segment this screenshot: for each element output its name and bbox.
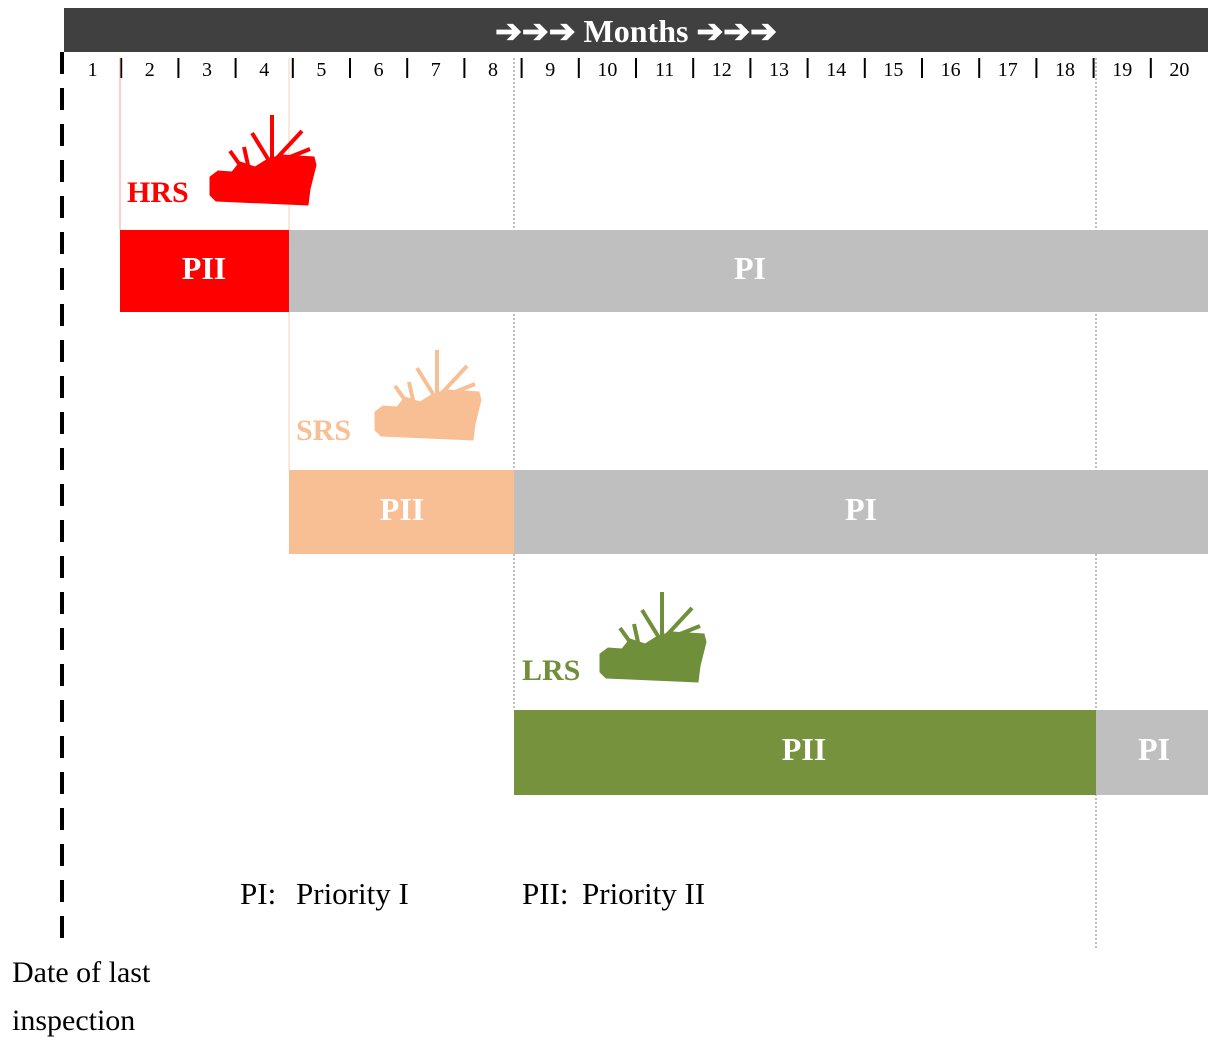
ship-icon bbox=[373, 348, 483, 442]
row-label: HRS bbox=[127, 176, 189, 209]
bar-label: PII bbox=[380, 491, 424, 527]
ship-icon bbox=[598, 590, 708, 684]
month-label: 8 bbox=[488, 59, 498, 81]
month-label: 1 bbox=[88, 59, 98, 81]
bar-label: PI bbox=[845, 491, 877, 527]
footer-text: inspection bbox=[12, 1004, 135, 1037]
footer-text: Date of last bbox=[12, 956, 151, 989]
month-label: 3 bbox=[202, 59, 212, 81]
header-title: ➔➔➔ Months ➔➔➔ bbox=[495, 13, 777, 49]
header-bar bbox=[64, 8, 1208, 52]
month-label: 18 bbox=[1055, 59, 1075, 81]
legend-text: Priority I bbox=[296, 876, 409, 911]
month-label: 10 bbox=[597, 59, 617, 81]
month-label: 20 bbox=[1169, 59, 1189, 81]
month-label: 9 bbox=[545, 59, 555, 81]
row-label: SRS bbox=[296, 414, 351, 447]
bar-label: PI bbox=[734, 250, 766, 286]
bar bbox=[514, 470, 1208, 554]
month-label: 19 bbox=[1112, 59, 1132, 81]
bar bbox=[514, 710, 1096, 795]
month-label: 7 bbox=[431, 59, 441, 81]
legend-key: PI: bbox=[240, 876, 276, 911]
month-label: 11 bbox=[655, 59, 674, 81]
month-label: 15 bbox=[883, 59, 903, 81]
bar-label: PI bbox=[1138, 731, 1170, 767]
month-label: 13 bbox=[769, 59, 789, 81]
month-label: 16 bbox=[941, 59, 961, 81]
bar bbox=[1096, 710, 1208, 795]
ship-icon bbox=[208, 113, 318, 207]
month-label: 6 bbox=[374, 59, 384, 81]
row-label: LRS bbox=[522, 654, 580, 687]
bar bbox=[289, 470, 514, 554]
month-label: 12 bbox=[712, 59, 732, 81]
month-label: 14 bbox=[826, 59, 846, 81]
month-label: 5 bbox=[316, 59, 326, 81]
bar bbox=[120, 230, 289, 312]
legend-key: PII: bbox=[522, 876, 569, 911]
bar-label: PII bbox=[782, 731, 826, 767]
month-scale: 1 2 3 4 5 6 7 8 9 10 11 12 13 14 15 16 17 18 19 20 bbox=[88, 58, 1189, 81]
bar bbox=[289, 230, 1208, 312]
month-label: 4 bbox=[259, 59, 269, 81]
month-label: 17 bbox=[998, 59, 1018, 81]
bar-label: PII bbox=[182, 250, 226, 286]
month-label: 2 bbox=[145, 59, 155, 81]
legend-text: Priority II bbox=[582, 876, 705, 911]
